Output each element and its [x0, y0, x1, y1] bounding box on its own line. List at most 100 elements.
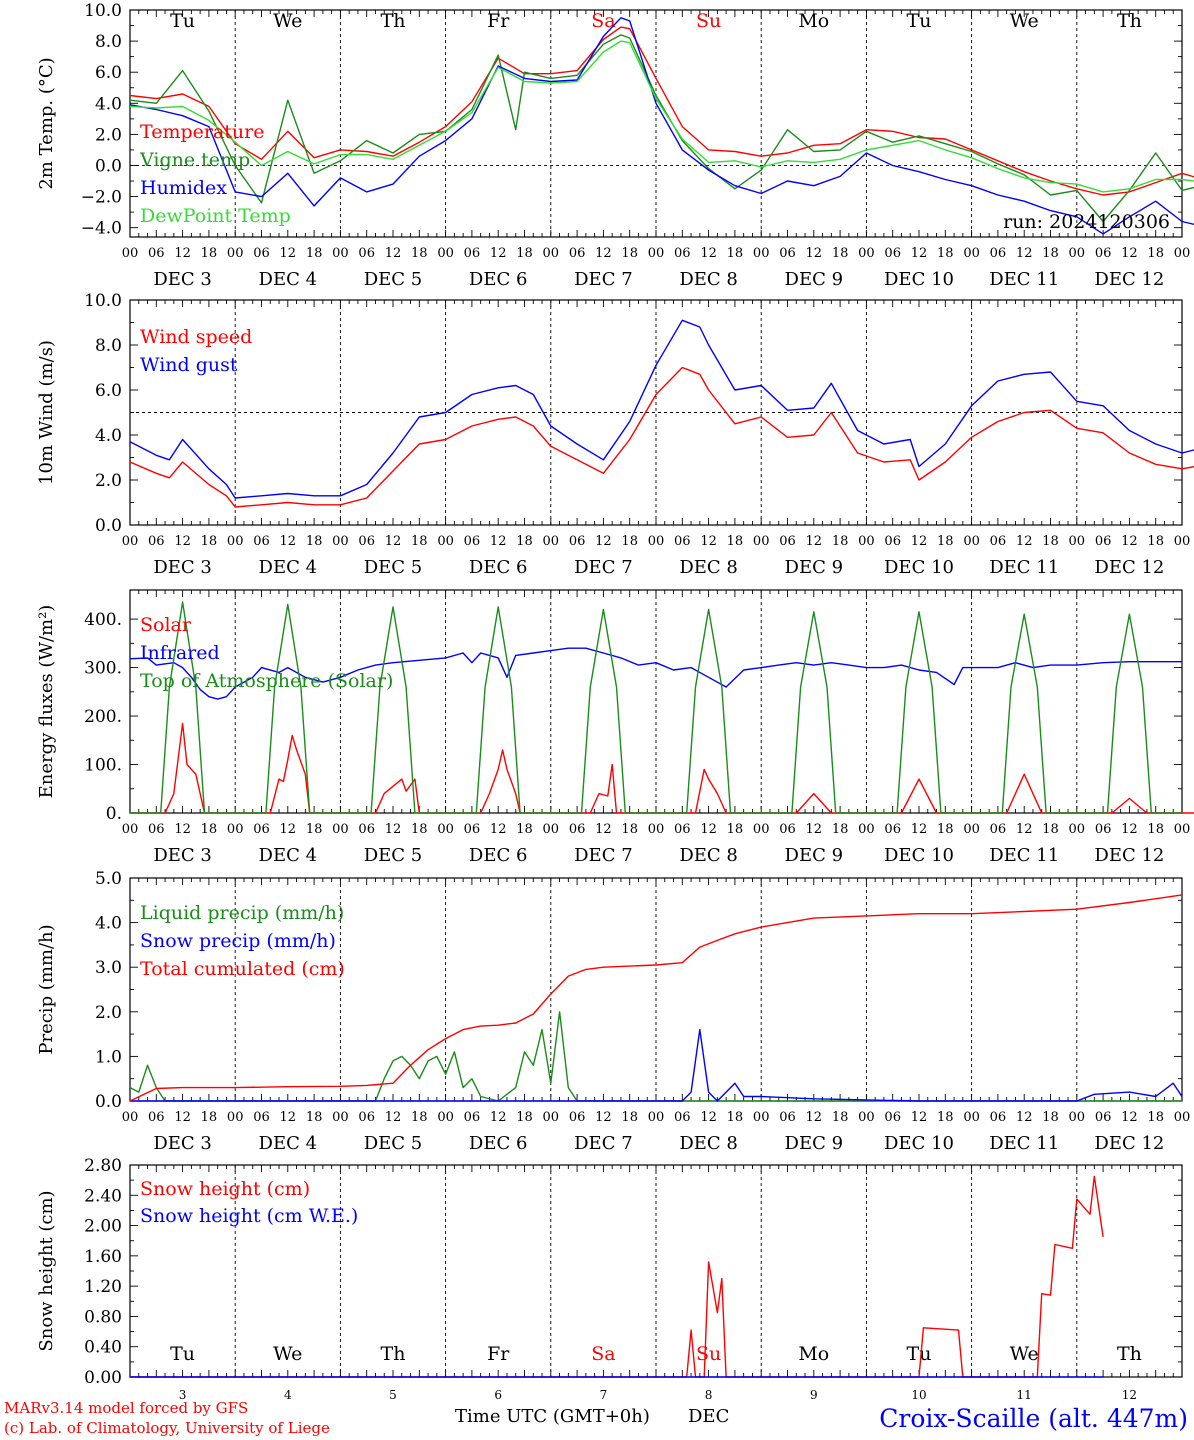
hour-label: 12 — [490, 246, 507, 261]
date-label: DEC 9 — [785, 269, 844, 290]
hour-label: 06 — [358, 822, 375, 837]
series-line-infrared — [129, 647, 1182, 700]
hour-label: 18 — [621, 822, 638, 837]
hour-label: 06 — [1095, 1110, 1112, 1125]
day-of-week-label: Tu — [170, 10, 195, 32]
hour-label: 06 — [464, 822, 481, 837]
legend-entry: Top of Atmosphere (Solar) — [140, 670, 393, 692]
hour-label: 18 — [1042, 246, 1059, 261]
hour-label: 00 — [858, 246, 875, 261]
hour-label: 18 — [727, 534, 744, 549]
hour-label: 06 — [253, 534, 270, 549]
hour-label: 00 — [122, 246, 139, 261]
date-label: DEC 12 — [1094, 557, 1164, 578]
hour-label: 18 — [306, 246, 323, 261]
date-label: DEC 3 — [153, 269, 212, 290]
date-label: DEC 5 — [364, 557, 423, 578]
hour-label: 12 — [1016, 246, 1033, 261]
hour-label: 06 — [674, 822, 691, 837]
hour-label: 00 — [648, 1110, 665, 1125]
day-number-label: 9 — [810, 1388, 818, 1402]
y-axis-label: 10m Wind (m/s) — [36, 340, 57, 485]
hour-label: 18 — [937, 822, 954, 837]
date-label: DEC 10 — [884, 1133, 954, 1154]
hour-label: 18 — [727, 1110, 744, 1125]
hour-label: 00 — [227, 246, 244, 261]
hour-label: 06 — [148, 246, 165, 261]
day-of-week-label: Th — [1117, 1343, 1142, 1365]
day-of-week-label: We — [273, 10, 302, 32]
hour-label: 18 — [727, 822, 744, 837]
hour-label: 12 — [911, 822, 928, 837]
hour-label: 06 — [569, 246, 586, 261]
legend-entry: Solar — [140, 614, 192, 636]
hour-label: 18 — [306, 1110, 323, 1125]
day-number-label: 3 — [179, 1388, 187, 1402]
hour-label: 00 — [122, 1110, 139, 1125]
hour-label: 18 — [621, 1110, 638, 1125]
hour-label: 18 — [1147, 246, 1164, 261]
y-tick-label: 0.40 — [84, 1338, 122, 1358]
legend-entry: Vigne temp — [139, 149, 250, 171]
day-number-label: 4 — [284, 1388, 292, 1402]
legend-entry: Snow height (cm W.E.) — [140, 1205, 358, 1227]
hour-label: 00 — [437, 1110, 454, 1125]
hour-label: 18 — [306, 534, 323, 549]
hour-label: 06 — [884, 822, 901, 837]
hour-label: 12 — [806, 1110, 823, 1125]
hour-label: 12 — [174, 534, 191, 549]
hour-label: 00 — [122, 822, 139, 837]
hour-label: 06 — [148, 534, 165, 549]
legend-entry: Infrared — [140, 642, 220, 664]
series-line-total-cumulated-cm — [129, 894, 1183, 1102]
hour-label: 00 — [227, 822, 244, 837]
hour-label: 18 — [411, 534, 428, 549]
hour-label: 12 — [1121, 1110, 1138, 1125]
day-of-week-label: We — [273, 1343, 302, 1365]
station-name: Croix-Scaille (alt. 447m) — [879, 1404, 1188, 1433]
hour-label: 12 — [280, 822, 297, 837]
date-label: DEC 4 — [259, 557, 318, 578]
y-tick-label: 3.0 — [95, 958, 122, 978]
hour-label: 00 — [332, 246, 349, 261]
date-label: DEC 5 — [364, 845, 423, 866]
hour-label: 18 — [201, 822, 218, 837]
date-label: DEC 3 — [153, 845, 212, 866]
hour-label: 18 — [201, 246, 218, 261]
y-tick-label: 2.00 — [84, 1217, 122, 1237]
hour-label: 18 — [937, 1110, 954, 1125]
y-tick-label: 2.40 — [84, 1186, 122, 1206]
hour-label: 00 — [963, 246, 980, 261]
hour-label: 18 — [832, 534, 849, 549]
hour-label: 18 — [201, 534, 218, 549]
legend-entry: Temperature — [140, 121, 264, 143]
y-tick-label: 1.20 — [84, 1277, 122, 1297]
hour-label: 12 — [700, 1110, 717, 1125]
hour-label: 00 — [753, 822, 770, 837]
series-line-humidex — [129, 17, 1194, 235]
hour-label: 12 — [385, 1110, 402, 1125]
date-label: DEC 4 — [259, 269, 318, 290]
date-label: DEC 8 — [679, 557, 738, 578]
panel-wind: 00 06 12 18 00 06 12 18 00 06 12 18 00 06 12 18 00 06 12 18… — [36, 291, 1194, 578]
hour-label: 00 — [963, 822, 980, 837]
hour-label: 18 — [832, 1110, 849, 1125]
y-tick-label: 2.0 — [95, 471, 122, 491]
legend-entry: Liquid precip (mm/h) — [140, 902, 344, 924]
series-line-vigne-temp — [129, 34, 1194, 223]
y-axis-label: Energy fluxes (W/m²) — [36, 605, 57, 799]
hour-label: 12 — [806, 534, 823, 549]
date-label: DEC 3 — [153, 557, 212, 578]
day-of-week-label: Mo — [798, 1343, 829, 1365]
hour-label: 06 — [358, 1110, 375, 1125]
series-line-wind-speed — [129, 366, 1194, 508]
hour-label: 06 — [148, 822, 165, 837]
hour-label: 00 — [1174, 822, 1191, 837]
day-of-week-label: Fr — [487, 10, 510, 32]
hour-label: 12 — [911, 534, 928, 549]
hour-label: 00 — [227, 1110, 244, 1125]
hour-label: 12 — [385, 822, 402, 837]
date-label: DEC 11 — [989, 557, 1059, 578]
date-label: DEC 9 — [785, 845, 844, 866]
hour-label: 06 — [148, 1110, 165, 1125]
